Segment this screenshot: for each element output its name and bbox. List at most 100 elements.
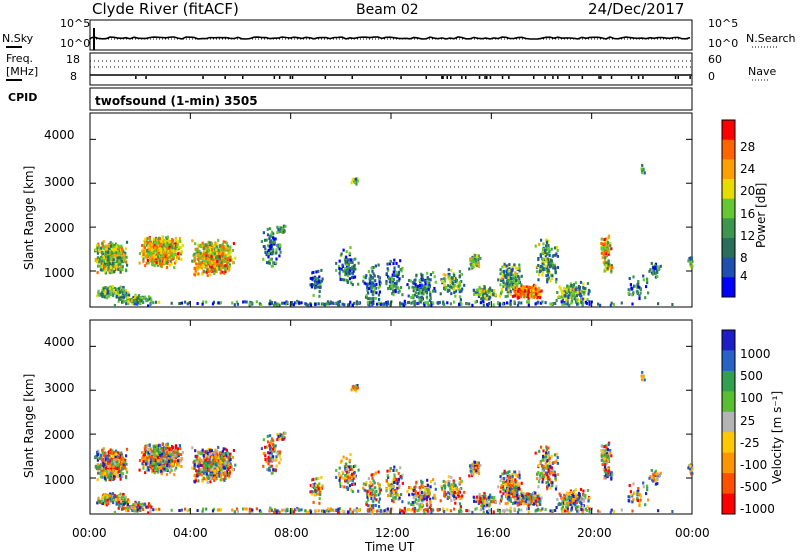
power-cell [607,262,610,266]
power-cell [513,294,516,298]
power-cell [120,251,123,254]
power-cell [516,267,519,270]
power-cell [620,301,623,305]
velocity-cell [154,462,157,466]
power-cell [113,243,116,247]
power-cell [335,301,338,305]
power-cell [356,179,359,183]
nave-bottom-tick: 0 [708,70,715,83]
power-cell [346,303,350,307]
power-cell [486,293,489,297]
power-cell [393,258,396,262]
power-cell [548,250,551,254]
velocity-cell [173,459,177,463]
power-cell [181,243,184,247]
velocity-cell [111,459,114,462]
velocity-cell [101,449,104,453]
velocity-cell [228,470,231,474]
power-cell [434,280,437,284]
velocity-cell [178,444,181,448]
power-cell [139,296,142,299]
velocity-cell [167,460,170,464]
power-cell [211,260,214,264]
power-cell [518,263,521,267]
power-cell [500,276,503,280]
power-cell [97,293,100,297]
velocity-cell [180,464,183,468]
power-cell [398,289,401,293]
power-cell [353,267,356,271]
power-cell [401,266,404,270]
velocity-cell [223,458,226,462]
power-cell [309,283,312,287]
power-cb-tick-20: 20 [740,184,756,198]
power-cell [169,263,172,267]
power-cell [224,245,227,248]
power-cell [418,291,421,295]
power-cell [199,245,203,249]
power-cell [114,258,117,262]
power-cell [96,294,99,298]
power-cell [266,233,270,237]
velocity-cell [116,467,119,470]
power-cell [559,295,562,299]
power-cell [401,274,404,278]
power-cell [225,247,228,251]
power-cell [536,287,539,291]
power-cell [109,257,112,261]
power-cell [472,288,475,292]
power-cell [205,270,208,274]
power-cell [119,295,122,299]
power-cell [160,239,163,243]
power-cell [222,258,225,262]
power-cell [601,244,604,248]
power-cell [177,247,180,251]
power-cell [540,301,543,305]
power-cell [270,232,273,236]
power-cell [459,300,462,304]
power-cell [114,288,117,292]
power-cell [268,244,271,248]
power-cell [118,245,121,249]
power-cell [171,238,174,241]
power-cell [146,249,149,253]
power-cell [429,290,432,294]
cpid-label: CPID [8,91,38,104]
velocity-cell [123,463,126,467]
power-cell [340,252,343,256]
power-cell [474,300,477,304]
power-cell [637,285,640,289]
velocity-cell [155,464,158,468]
power-cell [602,261,605,265]
power-cell [433,286,436,290]
power-cell [372,296,375,300]
power-cell [561,295,564,299]
power-cell [170,261,173,265]
power-cell [215,258,218,262]
velocity-cell [176,462,179,466]
velocity-cell [109,464,112,468]
power-cell [208,245,211,249]
power-cell [445,285,448,289]
velocity-cell [119,463,122,467]
velocity-ytick-4000: 4000 [44,335,75,349]
power-cell [112,254,115,258]
power-cell [216,259,219,263]
power-cell [636,286,639,290]
power-cell [481,290,484,294]
power-cell [544,255,547,259]
power-cell [229,251,232,255]
velocity-cell [206,481,209,484]
power-cell [201,302,204,306]
velocity-cell [170,468,173,472]
power-cell [105,244,108,248]
power-cell [96,260,99,264]
power-cell [511,282,514,286]
power-cell [226,266,229,270]
power-cell [513,302,516,306]
power-cell [125,240,129,244]
power-cell [631,293,634,297]
power-cell [481,296,484,300]
power-cell [546,242,549,246]
power-cell [152,262,155,266]
